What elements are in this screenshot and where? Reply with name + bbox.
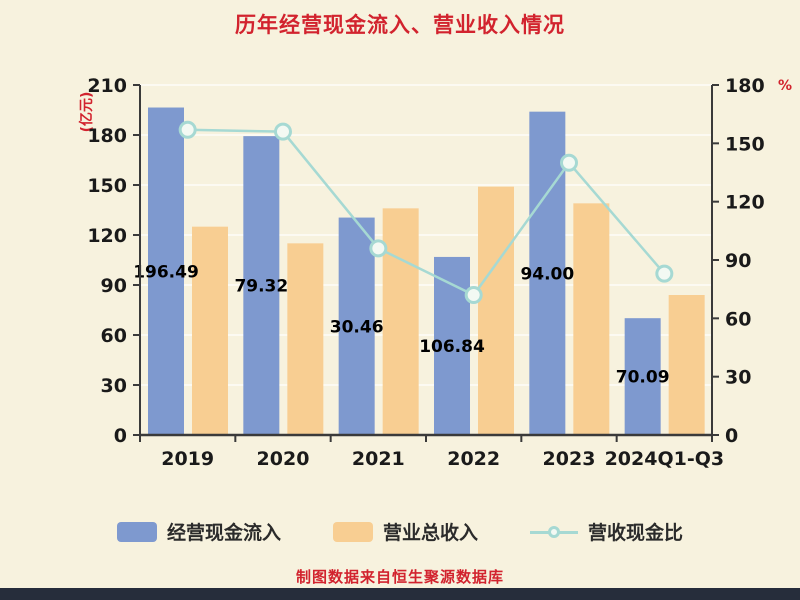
ratio-marker — [655, 264, 674, 283]
x-axis-label: 2023 — [543, 448, 596, 470]
right-axis-tick-label: 150 — [725, 133, 765, 155]
right-axis-tick-label: 120 — [725, 192, 765, 214]
bottom-bar — [0, 588, 800, 600]
x-axis-label: 2021 — [352, 448, 405, 470]
revenue-swatch-icon — [332, 521, 373, 542]
x-axis-label: 2024Q1-Q3 — [605, 448, 725, 470]
cash-inflow-bar — [529, 111, 566, 436]
legend-label-cash-inflow: 经营现金流入 — [166, 522, 281, 544]
ratio-marker — [369, 239, 388, 258]
revenue-bar — [287, 243, 324, 435]
data-source-note: 制图数据来自恒生聚源数据库 — [295, 568, 504, 586]
left-axis-tick-label: 30 — [101, 375, 127, 397]
cash-inflow-bar — [338, 217, 375, 435]
left-axis-tick-label: 210 — [87, 75, 127, 97]
cash-inflow-swatch-icon — [116, 521, 157, 542]
left-axis-tick-label: 90 — [101, 275, 127, 297]
legend: 经营现金流入 营业总收入 营收现金比 — [0, 518, 800, 545]
bar-value-label: 79.32 — [234, 277, 288, 297]
ratio-line — [187, 128, 666, 297]
ratio-marker-icon — [548, 525, 560, 538]
bar-value-label: 70.09 — [616, 368, 670, 388]
right-axis-tick-label: 90 — [725, 250, 751, 272]
revenue-bar — [478, 186, 514, 435]
ratio-marker — [274, 122, 292, 141]
right-axis-tick-label: 60 — [725, 308, 751, 330]
cash-inflow-bar — [434, 256, 470, 435]
revenue-bar — [573, 203, 610, 435]
left-axis-tick-label: 180 — [87, 125, 127, 147]
legend-item-cash-inflow[interactable]: 经营现金流入 — [116, 518, 281, 545]
bar-value-label: 106.84 — [419, 337, 485, 357]
chart-title: 历年经营现金流入、营业收入情况 — [235, 13, 565, 37]
right-axis-tick-label: 0 — [725, 425, 738, 447]
legend-item-ratio[interactable]: 营收现金比 — [530, 518, 683, 545]
left-axis-tick-label: 60 — [101, 325, 127, 347]
plot-area: 0 30 60 90 120 150 180 210 0 30 60 90 120 150 180 2019 2… — [87, 75, 765, 470]
cash-inflow-bar — [148, 107, 184, 436]
right-axis-tick-label: 30 — [725, 367, 751, 389]
cash-inflow-bar — [624, 318, 661, 435]
ratio-line-swatch-icon — [530, 522, 578, 542]
right-axis-tick-label: 180 — [725, 75, 765, 97]
left-axis-tick-label: 150 — [87, 175, 127, 197]
revenue-bar — [382, 208, 419, 435]
legend-label-ratio: 营收现金比 — [588, 522, 684, 544]
bar-value-label: 30.46 — [330, 317, 384, 337]
left-axis-tick-label: 0 — [114, 425, 127, 447]
x-axis-label: 2019 — [161, 448, 214, 470]
x-axis-label: 2020 — [257, 448, 310, 470]
x-axis-label: 2022 — [447, 448, 500, 470]
ratio-marker — [178, 120, 197, 139]
revenue-bar — [668, 295, 705, 435]
bar-value-label: 94.00 — [520, 264, 574, 284]
ratio-marker — [464, 286, 483, 304]
bar-value-label: 196.49 — [133, 262, 199, 282]
ratio-marker — [560, 153, 578, 172]
cash-inflow-bar — [243, 136, 280, 435]
revenue-bar — [192, 226, 228, 435]
legend-item-revenue[interactable]: 营业总收入 — [332, 518, 478, 545]
legend-label-revenue: 营业总收入 — [382, 522, 478, 544]
right-axis-unit: % — [777, 78, 792, 94]
left-axis-tick-label: 120 — [87, 225, 127, 247]
